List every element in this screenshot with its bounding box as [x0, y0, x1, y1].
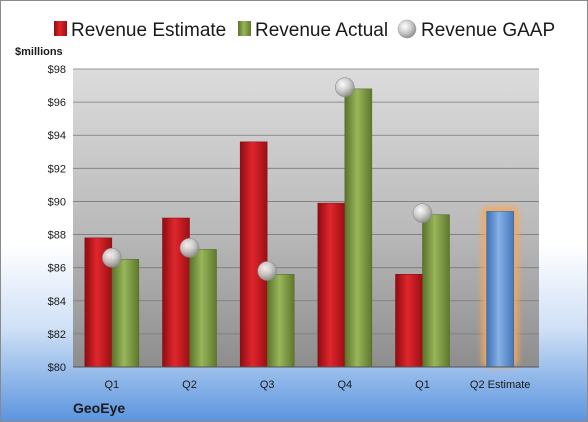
bar-actual — [422, 214, 450, 368]
legend-swatch-estimate — [54, 21, 67, 36]
legend-label-gaap: Revenue GAAP — [421, 20, 555, 41]
x-axis-ticks: Q1 Q2 Q3 Q4 Q1 Q2 Estimate — [104, 379, 530, 391]
bar-estimate — [317, 202, 346, 368]
y-tick-label: $88 — [48, 230, 66, 242]
x-tick-label: Q2 Estimate — [470, 379, 531, 391]
y-tick-label: $86 — [48, 263, 66, 275]
y-tick-label: $80 — [48, 362, 66, 374]
y-tick-label: $96 — [48, 97, 66, 109]
x-tick-label: Q3 — [260, 379, 275, 391]
bar-estimate — [239, 141, 268, 368]
y-tick-label: $92 — [48, 163, 66, 175]
x-tick-label: Q1 — [415, 379, 430, 391]
y-tick-label: $84 — [48, 296, 66, 308]
plot-area — [73, 69, 539, 367]
legend: Revenue Estimate Revenue Actual Revenue … — [54, 19, 555, 41]
bar-actual — [266, 274, 295, 368]
legend-label-actual: Revenue Actual — [255, 20, 388, 41]
y-axis-ticks: $80 $82 $84 $86 $88 $90 $92 $94 $96 $98 — [48, 64, 66, 374]
legend-swatch-gaap — [397, 19, 417, 39]
y-tick-label: $94 — [48, 130, 66, 142]
x-tick-label: Q2 — [182, 379, 197, 391]
gaap-marker — [412, 203, 433, 223]
legend-item-revenue-actual: Revenue Actual — [238, 20, 388, 41]
legend-item-revenue-estimate: Revenue Estimate — [54, 20, 226, 41]
legend-label-estimate: Revenue Estimate — [71, 20, 226, 41]
x-tick-label: Q4 — [337, 379, 352, 391]
x-tick-label: Q1 — [104, 379, 119, 391]
company-label: GeoEye — [73, 400, 125, 416]
y-tick-label: $82 — [48, 329, 66, 341]
gaap-marker — [335, 77, 355, 98]
y-axis-unit-label: $millions — [15, 46, 63, 58]
bar-actual — [189, 249, 217, 368]
legend-item-revenue-gaap: Revenue GAAP — [397, 19, 555, 41]
bar-actual — [344, 88, 373, 368]
y-tick-label: $90 — [48, 196, 66, 208]
bar-estimate — [395, 274, 423, 368]
legend-swatch-actual — [238, 21, 251, 36]
gridlines — [73, 68, 539, 368]
y-tick-label: $98 — [48, 64, 66, 76]
bar-actual — [111, 259, 140, 368]
gaap-marker — [257, 261, 277, 281]
gaap-marker — [179, 238, 200, 258]
gaap-marker — [102, 247, 122, 268]
bar-estimate-highlight — [486, 211, 514, 368]
gaap-markers — [102, 77, 433, 281]
